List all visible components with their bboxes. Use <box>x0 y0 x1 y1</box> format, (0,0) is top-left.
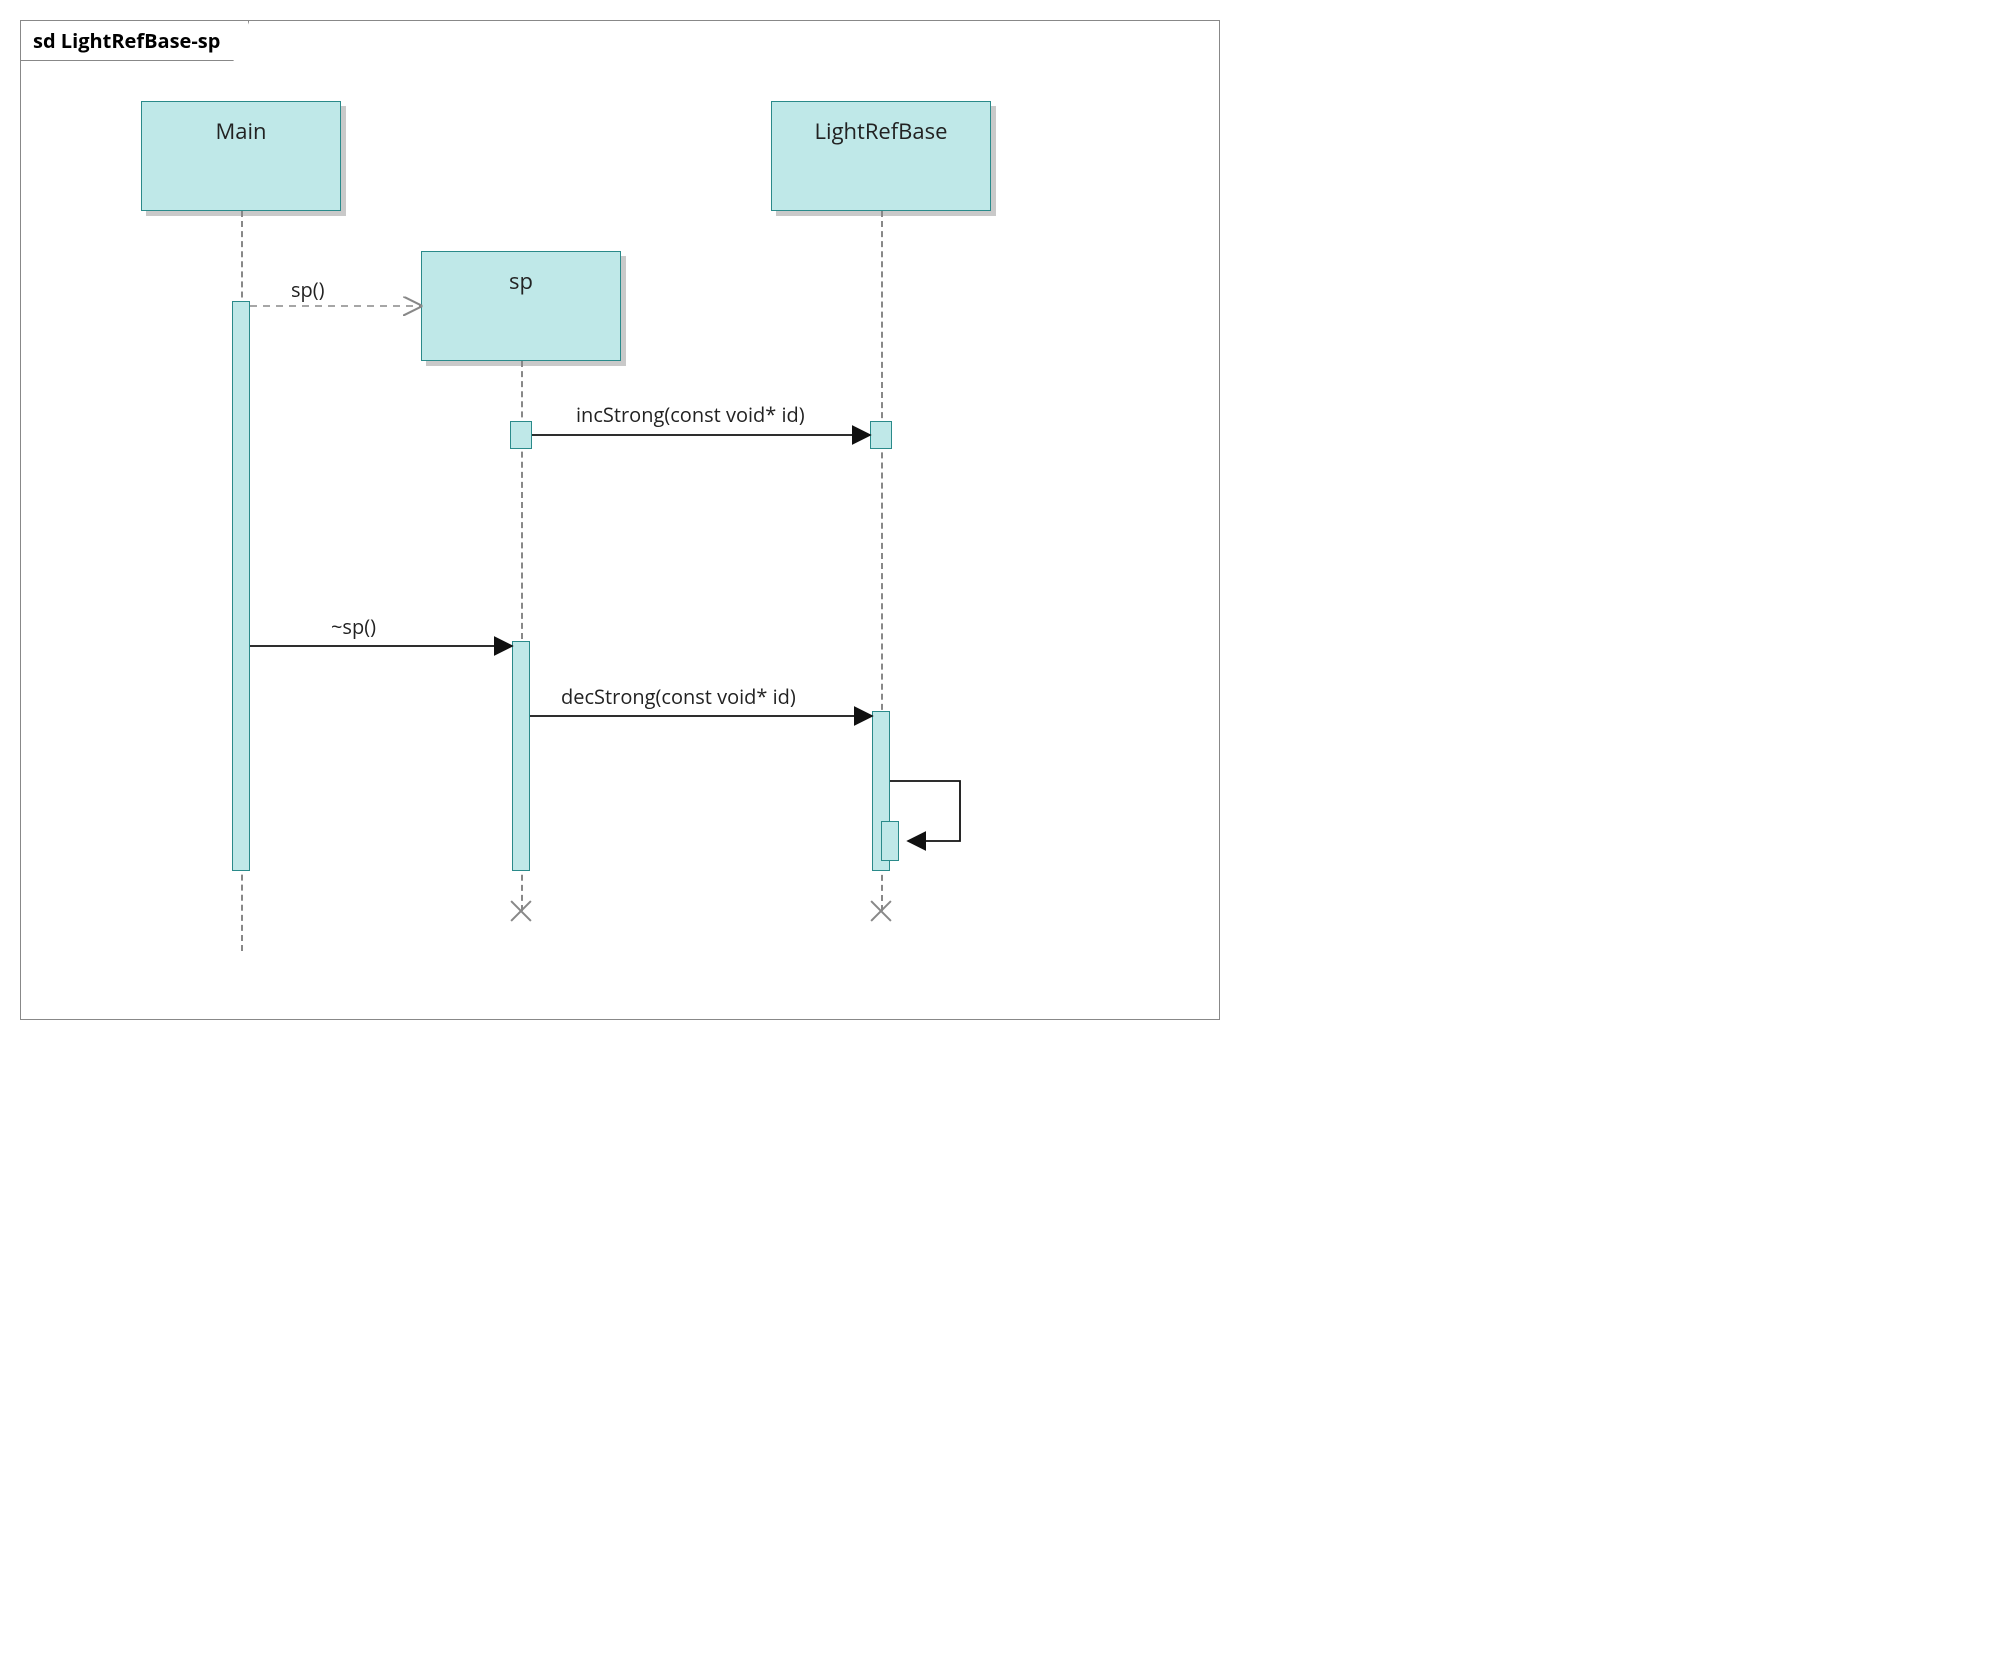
activation-bar <box>512 641 530 871</box>
actor-main: Main <box>141 101 341 211</box>
frame-title: sd LightRefBase-sp <box>21 21 249 61</box>
actor-label: Main <box>215 116 266 146</box>
self-message <box>890 781 960 841</box>
activation-bar <box>232 301 250 871</box>
actor-label: LightRefBase <box>815 116 948 146</box>
destroy-icon <box>507 897 535 925</box>
actor-label: sp <box>509 266 533 296</box>
message-label: decStrong(const void* id) <box>561 683 796 710</box>
destroy-icon <box>867 897 895 925</box>
actor-sp: sp <box>421 251 621 361</box>
message-label: incStrong(const void* id) <box>576 401 805 428</box>
activation-bar <box>881 821 899 861</box>
message-label: sp() <box>291 276 325 303</box>
message-label: ~sp() <box>331 613 376 640</box>
activation-bar <box>870 421 892 449</box>
sequence-diagram: sd LightRefBase-sp Main sp LightRefBase sp(… <box>20 20 1220 1020</box>
activation-bar <box>510 421 532 449</box>
actor-lrb: LightRefBase <box>771 101 991 211</box>
